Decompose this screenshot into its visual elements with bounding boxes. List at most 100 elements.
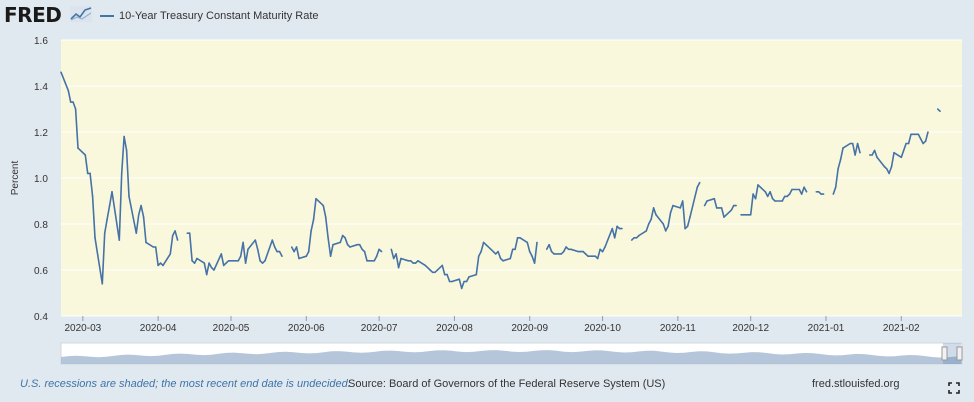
data-point (475, 273, 478, 276)
data-point (757, 184, 759, 186)
data-point (339, 241, 342, 244)
data-point (560, 253, 563, 255)
fred-url-link[interactable]: fred.stlouisfed.org (812, 378, 900, 390)
data-point (324, 216, 327, 218)
data-point (611, 227, 614, 230)
data-point (154, 246, 157, 248)
y-tick-label: 1.4 (34, 82, 48, 93)
legend[interactable]: 10-Year Treasury Constant Maturity Rate (100, 10, 319, 22)
data-point (145, 241, 147, 244)
data-point (152, 246, 155, 248)
data-point (536, 241, 538, 244)
data-point (327, 237, 329, 239)
data-point (174, 230, 176, 232)
data-point (662, 223, 665, 225)
data-point (601, 250, 604, 253)
data-point (633, 237, 635, 239)
data-point (613, 237, 616, 239)
data-point (519, 237, 521, 239)
data-point (647, 223, 650, 225)
data-point (108, 204, 111, 207)
data-point (570, 248, 572, 251)
data-point (837, 168, 839, 170)
data-point (84, 154, 87, 156)
data-point (140, 204, 142, 207)
data-point (526, 241, 529, 244)
data-point (565, 246, 567, 248)
data-point (230, 260, 232, 262)
data-point (363, 250, 366, 253)
data-point (817, 191, 820, 193)
data-point (392, 257, 395, 260)
data-point (468, 276, 470, 278)
data-point (672, 204, 674, 207)
data-point (417, 260, 419, 262)
legend-swatch (100, 15, 114, 17)
data-point (191, 260, 193, 262)
data-point (924, 140, 927, 142)
data-point (735, 204, 737, 207)
data-point (482, 241, 485, 244)
series-line (816, 191, 824, 195)
data-point (732, 204, 735, 207)
data-point (516, 237, 519, 239)
data-point (242, 241, 244, 244)
x-tick-label: 2021-01 (808, 323, 845, 334)
data-point (885, 168, 888, 170)
navigator-handle-right[interactable] (956, 346, 963, 361)
data-point (458, 278, 461, 281)
data-point (60, 71, 62, 73)
data-point (213, 269, 215, 271)
data-point (210, 266, 213, 269)
data-point (480, 250, 482, 253)
data-point (443, 273, 446, 276)
data-point (684, 227, 686, 230)
data-point (118, 239, 121, 241)
data-point (752, 193, 754, 195)
data-point (307, 250, 310, 253)
fred-logo-chart-icon (70, 6, 92, 22)
data-point (630, 239, 633, 241)
data-point (740, 214, 742, 216)
data-point (859, 151, 861, 154)
data-point (747, 214, 750, 216)
data-point (477, 255, 480, 257)
data-point (237, 260, 240, 262)
data-point (429, 269, 431, 271)
data-point (681, 200, 684, 202)
data-point (69, 101, 72, 103)
data-point (341, 234, 344, 237)
data-point (769, 191, 771, 193)
fred-logo[interactable]: FRED (4, 3, 62, 27)
data-point (159, 262, 162, 264)
data-point (101, 283, 104, 285)
data-point (599, 248, 601, 251)
data-point (616, 225, 618, 228)
data-point (511, 248, 514, 251)
data-point (531, 255, 533, 257)
data-point (876, 156, 878, 159)
data-point (754, 197, 757, 200)
data-point (638, 234, 640, 237)
data-point (74, 108, 77, 110)
recession-note: U.S. recessions are shaded; the most rec… (20, 378, 351, 390)
data-point (667, 225, 669, 228)
data-point (917, 133, 920, 136)
data-point (222, 264, 225, 267)
data-point (868, 154, 871, 156)
data-point (349, 246, 351, 248)
data-point (604, 246, 606, 248)
data-point (310, 230, 312, 232)
data-point (618, 227, 621, 230)
navigator-handle-left[interactable] (941, 346, 948, 361)
data-point (485, 243, 487, 246)
data-point (713, 197, 716, 200)
data-point (679, 207, 682, 209)
data-point (293, 250, 295, 253)
data-point (706, 200, 708, 202)
data-point (157, 264, 159, 267)
data-point (645, 230, 648, 232)
data-point (103, 232, 106, 234)
data-point (244, 262, 247, 264)
fullscreen-icon[interactable] (948, 382, 960, 394)
